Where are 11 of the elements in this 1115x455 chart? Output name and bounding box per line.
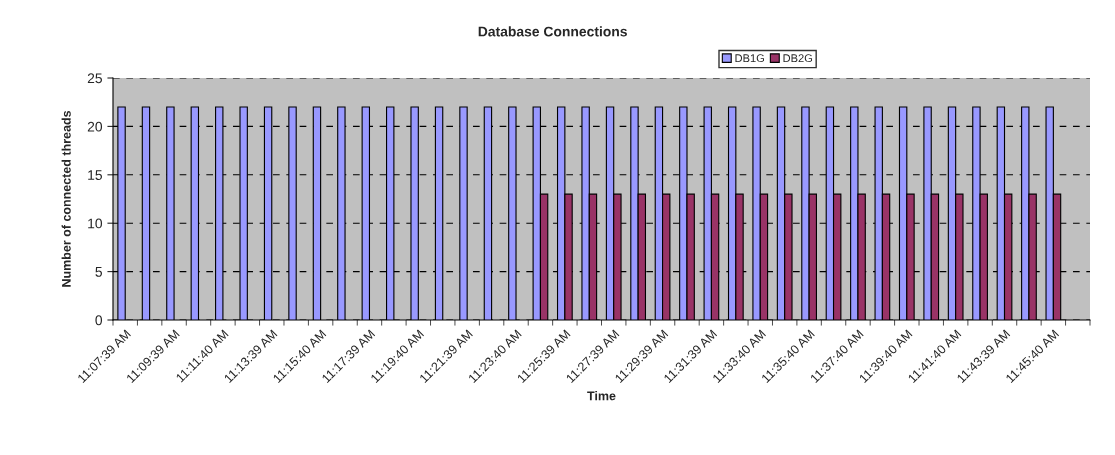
chart-title: Database Connections	[478, 26, 627, 37]
y-tick-label: 10	[88, 218, 103, 229]
y-axis-title: Number of connected threads	[61, 110, 71, 287]
y-tick-label: 20	[87, 121, 103, 132]
y-tick-label: 15	[88, 170, 102, 180]
x-axis-title: Time	[587, 391, 616, 401]
legend-label: DB2G	[783, 54, 813, 63]
y-tick-label: 0	[95, 315, 103, 326]
y-tick-label: 5	[95, 267, 102, 277]
legend-label: DB1G	[735, 54, 764, 63]
y-tick-label: 25	[87, 73, 102, 84]
